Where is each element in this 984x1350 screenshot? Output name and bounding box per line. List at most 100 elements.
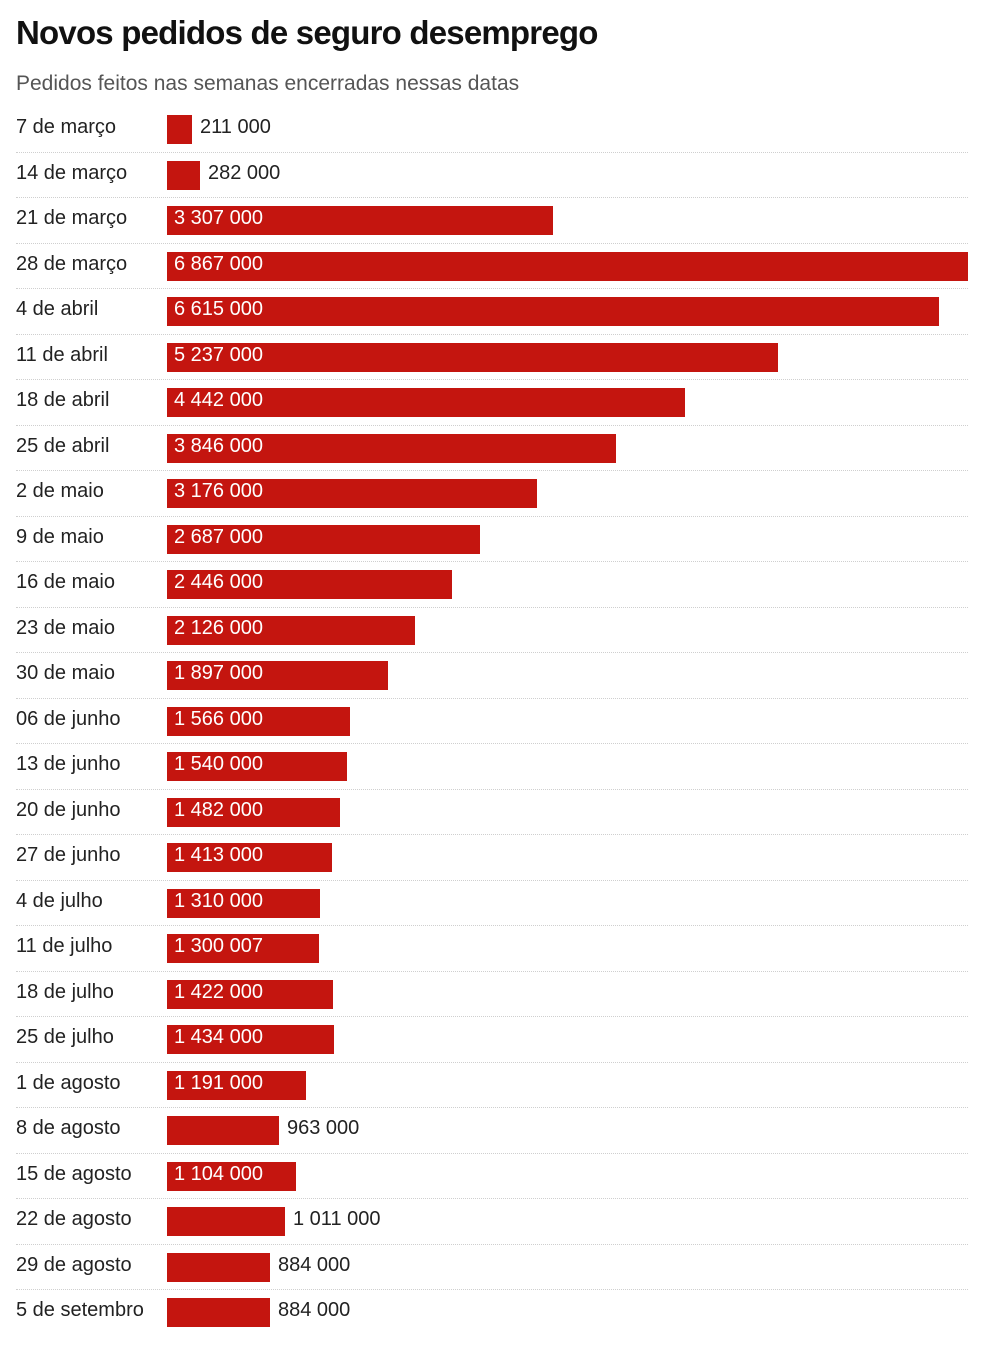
row-divider bbox=[16, 242, 968, 244]
row-divider bbox=[16, 333, 968, 335]
category-label: 14 de março bbox=[16, 161, 128, 184]
bar-row: 21 de março 3 307 000 bbox=[0, 198, 984, 244]
category-label: 1 de agosto bbox=[16, 1071, 121, 1094]
bar bbox=[167, 1116, 279, 1145]
row-divider bbox=[16, 151, 968, 153]
category-label: 27 de junho bbox=[16, 844, 121, 866]
bar bbox=[167, 979, 333, 1009]
bar bbox=[167, 479, 537, 508]
bar-row: 20 de junho 1 482 000 bbox=[0, 790, 984, 835]
value-label: 1 310 000 bbox=[174, 889, 263, 912]
row-divider bbox=[16, 1107, 968, 1108]
value-label: 1 413 000 bbox=[174, 844, 263, 866]
value-label: 1 422 000 bbox=[174, 980, 263, 1003]
bar bbox=[167, 934, 319, 963]
value-label: 963 000 bbox=[287, 1117, 360, 1139]
bar-row: 23 de maio 2 126 000 bbox=[0, 608, 984, 653]
value-label: 3 176 000 bbox=[174, 480, 263, 502]
row-divider bbox=[16, 788, 968, 790]
bar bbox=[167, 342, 778, 372]
bar bbox=[167, 1207, 285, 1236]
row-divider bbox=[16, 1016, 968, 1017]
bar-row: 25 de abril 3 846 000 bbox=[0, 426, 984, 471]
value-label: 1 191 000 bbox=[174, 1071, 263, 1094]
value-label: 3 846 000 bbox=[174, 434, 263, 457]
bar-row: 4 de abril 6 615 000 bbox=[0, 289, 984, 335]
category-label: 22 de agosto bbox=[16, 1208, 132, 1230]
bar-row: 14 de março 282 000 bbox=[0, 153, 984, 198]
bar-row: 4 de julho 1 310 000 bbox=[0, 881, 984, 926]
row-divider bbox=[16, 970, 968, 972]
category-label: 5 de setembro bbox=[16, 1299, 144, 1321]
value-label: 3 307 000 bbox=[174, 207, 263, 229]
row-divider bbox=[16, 197, 968, 198]
value-label: 1 897 000 bbox=[174, 662, 263, 684]
bar-row: 28 de março 6 867 000 bbox=[0, 244, 984, 289]
value-label: 2 446 000 bbox=[174, 571, 263, 593]
category-label: 29 de agosto bbox=[16, 1253, 132, 1276]
bar-row: 15 de agosto 1 104 000 bbox=[0, 1154, 984, 1199]
bar-row: 22 de agosto 1 011 000 bbox=[0, 1199, 984, 1245]
bar bbox=[167, 797, 340, 827]
category-label: 9 de maio bbox=[16, 525, 104, 548]
bar bbox=[167, 115, 192, 144]
category-label: 4 de julho bbox=[16, 889, 103, 912]
row-divider bbox=[16, 743, 968, 744]
value-label: 1 482 000 bbox=[174, 798, 263, 821]
category-label: 25 de abril bbox=[16, 434, 110, 457]
bar-row: 06 de junho 1 566 000 bbox=[0, 699, 984, 744]
value-label: 884 000 bbox=[278, 1299, 351, 1321]
category-label: 8 de agosto bbox=[16, 1117, 121, 1139]
category-label: 30 de maio bbox=[16, 662, 115, 684]
row-divider bbox=[16, 1198, 968, 1199]
value-label: 1 434 000 bbox=[174, 1026, 263, 1048]
bar bbox=[167, 570, 452, 599]
category-label: 28 de março bbox=[16, 252, 128, 275]
value-label: 4 442 000 bbox=[174, 389, 263, 411]
row-divider bbox=[16, 515, 968, 517]
row-divider bbox=[16, 925, 968, 926]
value-label: 1 540 000 bbox=[174, 753, 263, 775]
bar bbox=[167, 843, 332, 872]
bar bbox=[167, 1161, 296, 1191]
bar bbox=[167, 661, 388, 690]
bar bbox=[167, 1070, 306, 1100]
bar bbox=[167, 388, 685, 417]
bar-row: 11 de julho 1 300 007 bbox=[0, 926, 984, 972]
bar bbox=[167, 752, 347, 781]
bar-row: 25 de julho 1 434 000 bbox=[0, 1017, 984, 1063]
value-label: 2 687 000 bbox=[174, 525, 263, 548]
row-divider bbox=[16, 1289, 968, 1290]
category-label: 21 de março bbox=[16, 207, 128, 229]
value-label: 1 011 000 bbox=[293, 1208, 381, 1230]
row-divider bbox=[16, 379, 968, 380]
value-label: 884 000 bbox=[278, 1253, 351, 1276]
category-label: 06 de junho bbox=[16, 707, 121, 730]
bar bbox=[167, 1298, 270, 1327]
bar bbox=[167, 1025, 334, 1054]
category-label: 25 de julho bbox=[16, 1026, 114, 1048]
bar-row: 1 de agosto 1 191 000 bbox=[0, 1063, 984, 1108]
category-label: 20 de junho bbox=[16, 798, 121, 821]
category-label: 18 de abril bbox=[16, 389, 110, 411]
category-label: 7 de março bbox=[16, 116, 117, 138]
bar bbox=[167, 297, 939, 326]
value-label: 1 104 000 bbox=[174, 1162, 263, 1185]
row-divider bbox=[16, 834, 968, 835]
row-divider bbox=[16, 879, 968, 881]
bar-row: 5 de setembro 884 000 bbox=[0, 1290, 984, 1336]
value-label: 1 300 007 bbox=[174, 935, 263, 957]
value-label: 6 615 000 bbox=[174, 298, 263, 320]
category-label: 23 de maio bbox=[16, 616, 115, 639]
value-label: 1 566 000 bbox=[174, 707, 263, 730]
row-divider bbox=[16, 1243, 968, 1245]
value-label: 6 867 000 bbox=[174, 252, 263, 275]
bar-row: 18 de abril 4 442 000 bbox=[0, 380, 984, 426]
row-divider bbox=[16, 424, 968, 426]
chart-title: Novos pedidos de seguro desemprego bbox=[16, 14, 598, 51]
bar-row: 16 de maio 2 446 000 bbox=[0, 562, 984, 608]
bar-row: 30 de maio 1 897 000 bbox=[0, 653, 984, 699]
bar-row: 8 de agosto 963 000 bbox=[0, 1108, 984, 1154]
row-divider bbox=[16, 606, 968, 608]
row-divider bbox=[16, 470, 968, 471]
